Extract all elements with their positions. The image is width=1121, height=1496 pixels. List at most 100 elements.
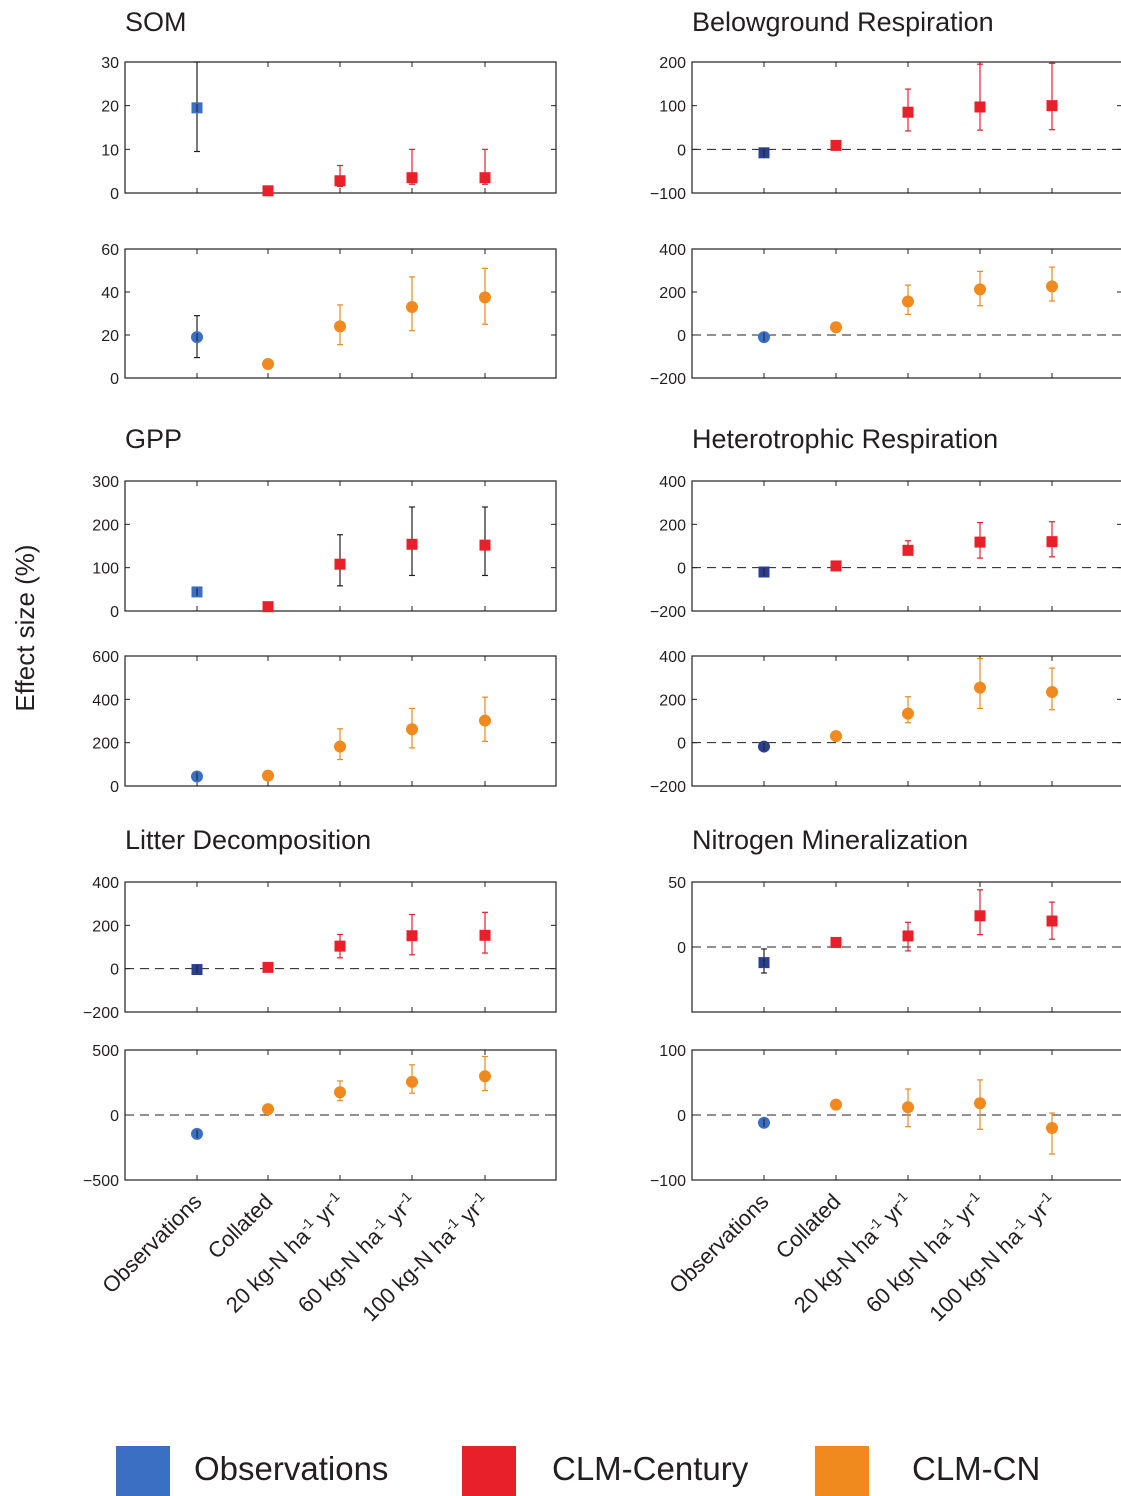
panel-4-ytick-label-3: 300 [92, 474, 119, 491]
panel-9-ytick-label-0: −500 [83, 1173, 119, 1190]
x-tick-label-0-2: 20 kg-N ha-1 yr-1 [220, 1188, 350, 1318]
panel-4-ytick-label-0: 0 [110, 604, 119, 621]
panel-8-ytick-label-1: 0 [110, 962, 119, 979]
panel-1-point-3 [406, 301, 418, 314]
panel-1-ytick-label-0: 0 [110, 371, 119, 388]
panel-3-ytick-label-1: 0 [677, 328, 686, 345]
panel-8-ytick-label-3: 400 [92, 875, 119, 892]
panel-6-axes-frame [691, 480, 1121, 612]
panel-10-point-3 [974, 910, 986, 922]
panel-5-ytick-label-0: 0 [110, 779, 119, 796]
panel-11-ytick-label-0: −100 [650, 1173, 686, 1190]
panel-5-axes-frame [124, 655, 557, 787]
legend-swatch-clm-century [462, 1446, 516, 1496]
panel-8-ytick-label-2: 200 [92, 918, 119, 935]
panel-8-point-4 [479, 929, 491, 941]
panel-0-point-4 [479, 172, 491, 184]
panel-6-point-4 [1046, 536, 1058, 548]
panel-2-point-2 [902, 106, 914, 118]
panel-4-point-2 [334, 558, 346, 570]
panel-7-ytick-label-3: 400 [659, 649, 686, 666]
panel-8-point-3 [406, 930, 418, 942]
panel-3-point-3 [974, 283, 986, 296]
panel-0-point-2 [334, 175, 346, 187]
panel-7-point-4 [1046, 685, 1058, 698]
panel-4-point-1 [262, 601, 274, 613]
panel-7-ytick-label-0: −200 [650, 779, 686, 796]
legend-swatch-observations [116, 1446, 170, 1496]
panel-2-axes-frame [691, 61, 1121, 194]
panel-2-point-1 [830, 139, 842, 151]
panel-2-title: Belowground Respiration [692, 7, 994, 37]
x-tick-label-1-0: Observations [664, 1189, 773, 1298]
panel-9-point-2 [334, 1086, 346, 1099]
panel-10-ytick-label-0: 0 [677, 940, 686, 957]
panel-10-point-2 [902, 930, 914, 942]
panel-1-point-2 [334, 320, 346, 333]
y-axis-label: Effect size (%) [10, 544, 40, 711]
panel-5-point-1 [262, 769, 274, 782]
panel-5-ytick-label-1: 200 [92, 736, 119, 753]
panel-2-point-4 [1046, 100, 1058, 112]
panel-3-point-2 [902, 295, 914, 308]
legend-label-clm-century: CLM-Century [552, 1450, 749, 1487]
panel-5-point-4 [479, 714, 491, 727]
panel-10-point-4 [1046, 915, 1058, 927]
panel-5-ytick-label-3: 600 [92, 649, 119, 666]
panel-2-point-3 [974, 101, 986, 113]
panel-7-ytick-label-2: 200 [659, 692, 686, 709]
panel-4-ytick-label-2: 200 [92, 517, 119, 534]
panel-1-ytick-label-3: 60 [101, 242, 119, 259]
panel-10-point-1 [830, 936, 842, 948]
panel-9-point-1 [262, 1103, 274, 1116]
legend-label-observations: Observations [194, 1450, 389, 1487]
panel-1-ytick-label-2: 40 [101, 285, 119, 302]
panel-4-point-3 [406, 538, 418, 550]
panel-9-point-3 [406, 1075, 418, 1088]
legend: Observations CLM-Century CLM-CN [0, 1440, 1121, 1496]
panel-2-ytick-label-0: −100 [650, 186, 686, 203]
panel-11-point-2 [902, 1101, 914, 1114]
panel-6-point-2 [902, 544, 914, 556]
panel-11-point-3 [974, 1097, 986, 1110]
panel-6-ytick-label-0: −200 [650, 604, 686, 621]
panel-5-point-3 [406, 723, 418, 736]
panel-2-ytick-label-2: 100 [659, 99, 686, 116]
panel-6-point-1 [830, 560, 842, 572]
panel-7-axes-frame [691, 655, 1121, 787]
panel-10-title: Nitrogen Mineralization [692, 825, 968, 855]
panel-3-point-4 [1046, 280, 1058, 293]
panel-8-point-2 [334, 940, 346, 952]
panel-0-ytick-label-3: 30 [101, 55, 119, 72]
x-tick-label-1-4: 100 kg-N ha-1 yr-1 [923, 1188, 1061, 1326]
panel-7-point-3 [974, 681, 986, 694]
panel-6-ytick-label-1: 0 [677, 561, 686, 578]
x-tick-label-0-4: 100 kg-N ha-1 yr-1 [356, 1188, 494, 1326]
panel-8-ytick-label-0: −200 [83, 1005, 119, 1022]
panel-1-point-1 [262, 358, 274, 371]
panel-0-ytick-label-2: 20 [101, 99, 119, 116]
x-tick-label-0-0: Observations [97, 1189, 206, 1298]
panel-3-ytick-label-3: 400 [659, 242, 686, 259]
panel-1-point-4 [479, 291, 491, 304]
x-tick-label-1-2: 20 kg-N ha-1 yr-1 [788, 1188, 918, 1318]
panel-8-point-1 [262, 961, 274, 973]
panel-0-point-3 [406, 172, 418, 184]
panel-1-ytick-label-1: 20 [101, 328, 119, 345]
panel-4-ytick-label-1: 100 [92, 561, 119, 578]
panel-7-ytick-label-1: 0 [677, 736, 686, 753]
panel-11-ytick-label-1: 0 [677, 1108, 686, 1125]
panel-9-point-4 [479, 1070, 491, 1083]
panel-6-point-3 [974, 536, 986, 548]
x-tick-label-1-1: Collated [771, 1189, 846, 1264]
legend-swatch-clm-cn [815, 1446, 869, 1496]
panel-8-title: Litter Decomposition [125, 825, 371, 855]
panel-3-ytick-label-2: 200 [659, 285, 686, 302]
panel-0-ytick-label-0: 0 [110, 186, 119, 203]
panel-11-ytick-label-2: 100 [659, 1043, 686, 1060]
panel-5-ytick-label-2: 400 [92, 692, 119, 709]
panel-0-point-1 [262, 185, 274, 197]
panel-3-point-1 [830, 321, 842, 334]
